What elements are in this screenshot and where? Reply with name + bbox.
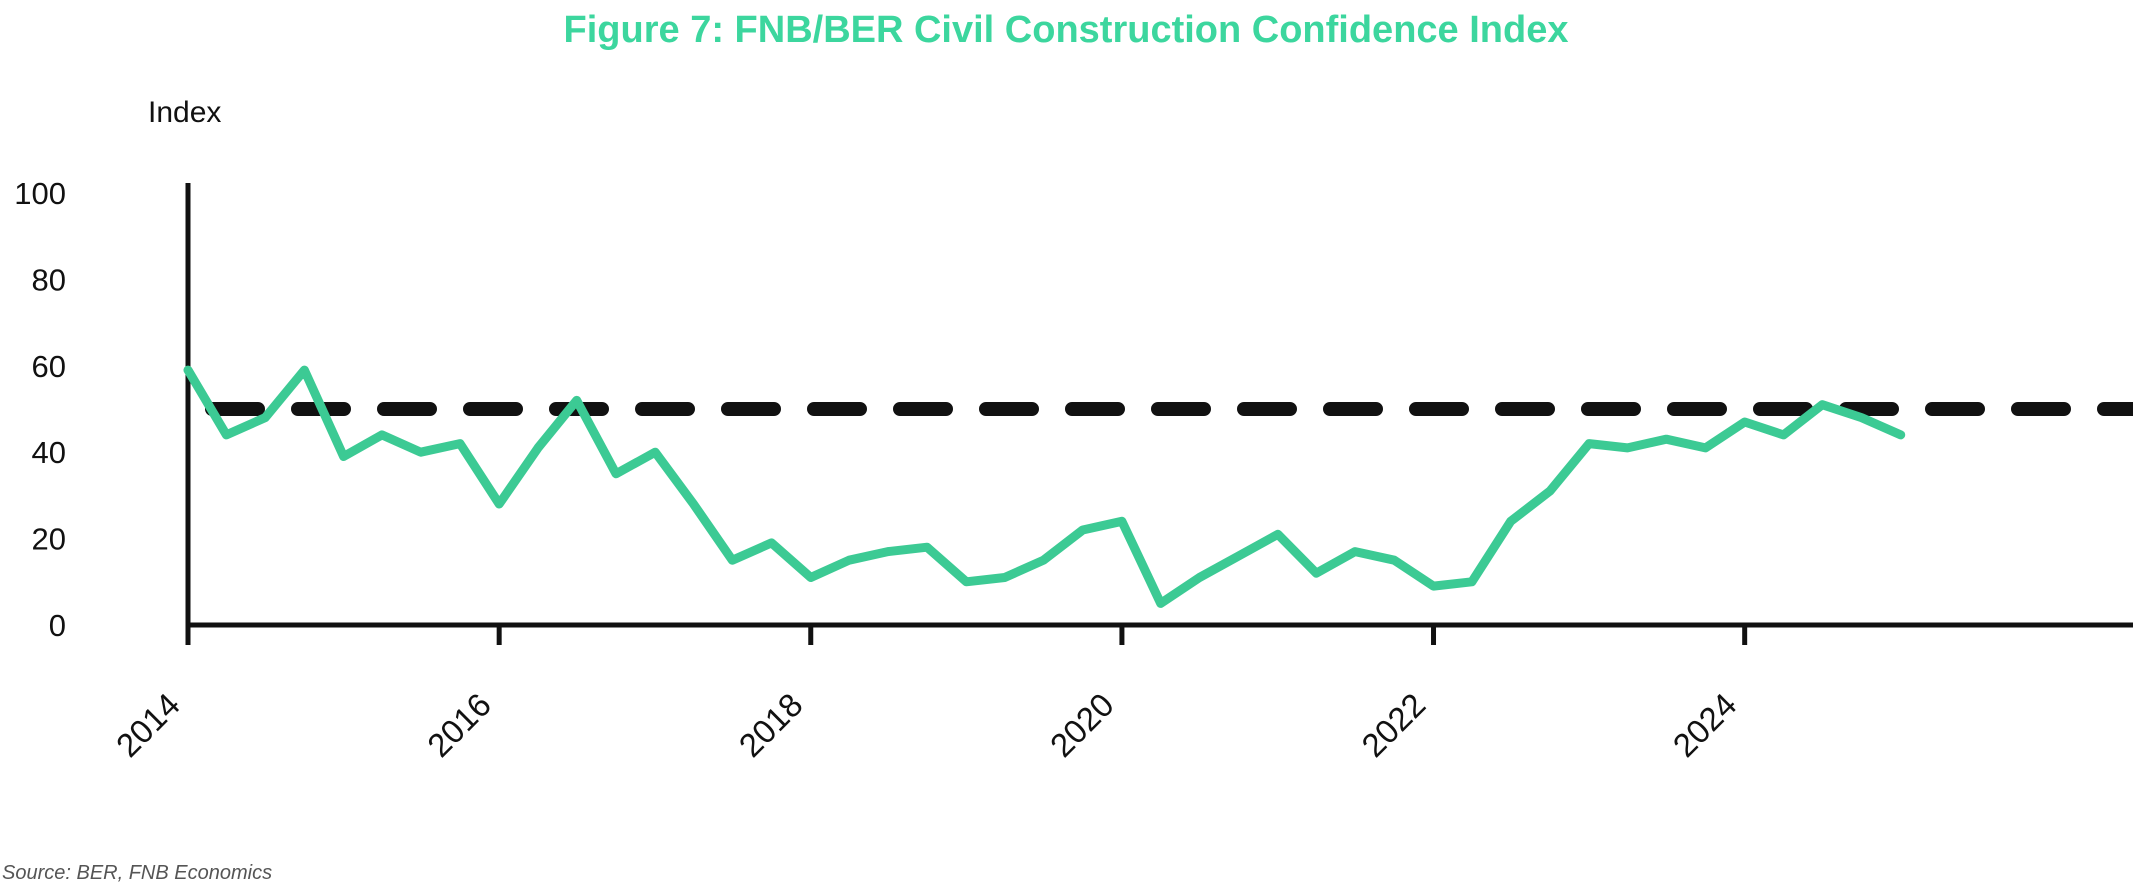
data-point-2022-01 bbox=[1430, 583, 1437, 590]
data-point-2021-10 bbox=[1391, 557, 1398, 564]
data-point-2018-04 bbox=[846, 557, 853, 564]
data-point-2014-07 bbox=[262, 414, 269, 421]
data-point-2017-10 bbox=[768, 539, 775, 546]
source-note: Source: BER, FNB Economics bbox=[2, 862, 273, 884]
data-point-2019-10 bbox=[1079, 527, 1086, 533]
data-point-2024-04 bbox=[1780, 431, 1787, 438]
y-tick-label-100: 100 bbox=[14, 176, 66, 211]
y-axis-label: Index bbox=[148, 96, 221, 129]
data-point-2016-04 bbox=[535, 444, 541, 451]
x-tick-label-2016: 2016 bbox=[420, 686, 498, 764]
y-tick-label-40: 40 bbox=[32, 435, 66, 470]
data-point-2023-01 bbox=[1586, 440, 1593, 447]
data-point-2020-10 bbox=[1235, 552, 1242, 559]
data-point-2022-07 bbox=[1507, 518, 1514, 525]
data-point-2019-01 bbox=[963, 578, 970, 585]
x-ticks bbox=[185, 625, 1748, 645]
y-tick-label-20: 20 bbox=[32, 522, 66, 557]
data-point-2015-01 bbox=[340, 453, 347, 460]
data-point-2020-04 bbox=[1157, 600, 1164, 607]
data-point-2014-04 bbox=[223, 431, 230, 438]
data-point-2020-07 bbox=[1196, 574, 1203, 581]
data-point-2022-04 bbox=[1468, 578, 1475, 585]
y-tick-label-0: 0 bbox=[49, 608, 66, 643]
data-point-2016-07 bbox=[573, 397, 580, 404]
data-point-2015-07 bbox=[417, 449, 424, 456]
data-point-2024-07 bbox=[1819, 401, 1826, 408]
data-point-2017-04 bbox=[690, 501, 697, 507]
x-tick-label-2014: 2014 bbox=[109, 686, 187, 764]
y-tick-label-80: 80 bbox=[32, 262, 66, 297]
data-point-2016-01 bbox=[496, 501, 503, 507]
data-point-2024-10 bbox=[1858, 414, 1865, 421]
x-tick-labels: 2014 2016 2018 2020 2022 2024 bbox=[109, 686, 1744, 764]
data-point-2014-10 bbox=[301, 367, 308, 374]
data-points bbox=[185, 367, 1904, 607]
data-point-2020-01 bbox=[1118, 518, 1125, 525]
data-point-2018-01 bbox=[807, 574, 814, 581]
data-point-2023-07 bbox=[1663, 436, 1670, 443]
y-tick-label-60: 60 bbox=[32, 349, 66, 384]
data-point-2021-07 bbox=[1352, 548, 1359, 555]
data-point-2021-04 bbox=[1313, 570, 1320, 577]
chart-title: Figure 7: FNB/BER Civil Construction Con… bbox=[564, 9, 1569, 51]
data-point-2025-01 bbox=[1897, 431, 1904, 438]
data-point-2017-07 bbox=[729, 557, 736, 564]
x-tick-label-2022: 2022 bbox=[1354, 686, 1432, 764]
data-point-2018-10 bbox=[924, 544, 931, 551]
x-tick-label-2020: 2020 bbox=[1043, 686, 1121, 764]
data-point-2015-04 bbox=[378, 431, 385, 438]
data-point-2018-07 bbox=[884, 548, 891, 555]
data-point-2019-07 bbox=[1040, 557, 1047, 564]
data-point-2022-10 bbox=[1546, 488, 1553, 495]
data-point-2023-04 bbox=[1624, 444, 1631, 451]
x-tick-label-2024: 2024 bbox=[1666, 686, 1744, 764]
data-point-2017-01 bbox=[652, 449, 659, 456]
data-point-2019-04 bbox=[1001, 574, 1008, 581]
data-point-2023-10 bbox=[1702, 444, 1709, 451]
data-point-2016-10 bbox=[613, 470, 619, 477]
series-line-confidence-index bbox=[183, 365, 1906, 608]
y-tick-labels: 0 20 40 60 80 100 bbox=[14, 176, 66, 643]
data-point-2015-10 bbox=[457, 440, 463, 447]
data-point-2024-01 bbox=[1741, 419, 1748, 425]
data-point-2014-01 bbox=[185, 367, 191, 374]
data-point-2021-01 bbox=[1274, 531, 1281, 538]
x-tick-label-2018: 2018 bbox=[732, 686, 810, 764]
